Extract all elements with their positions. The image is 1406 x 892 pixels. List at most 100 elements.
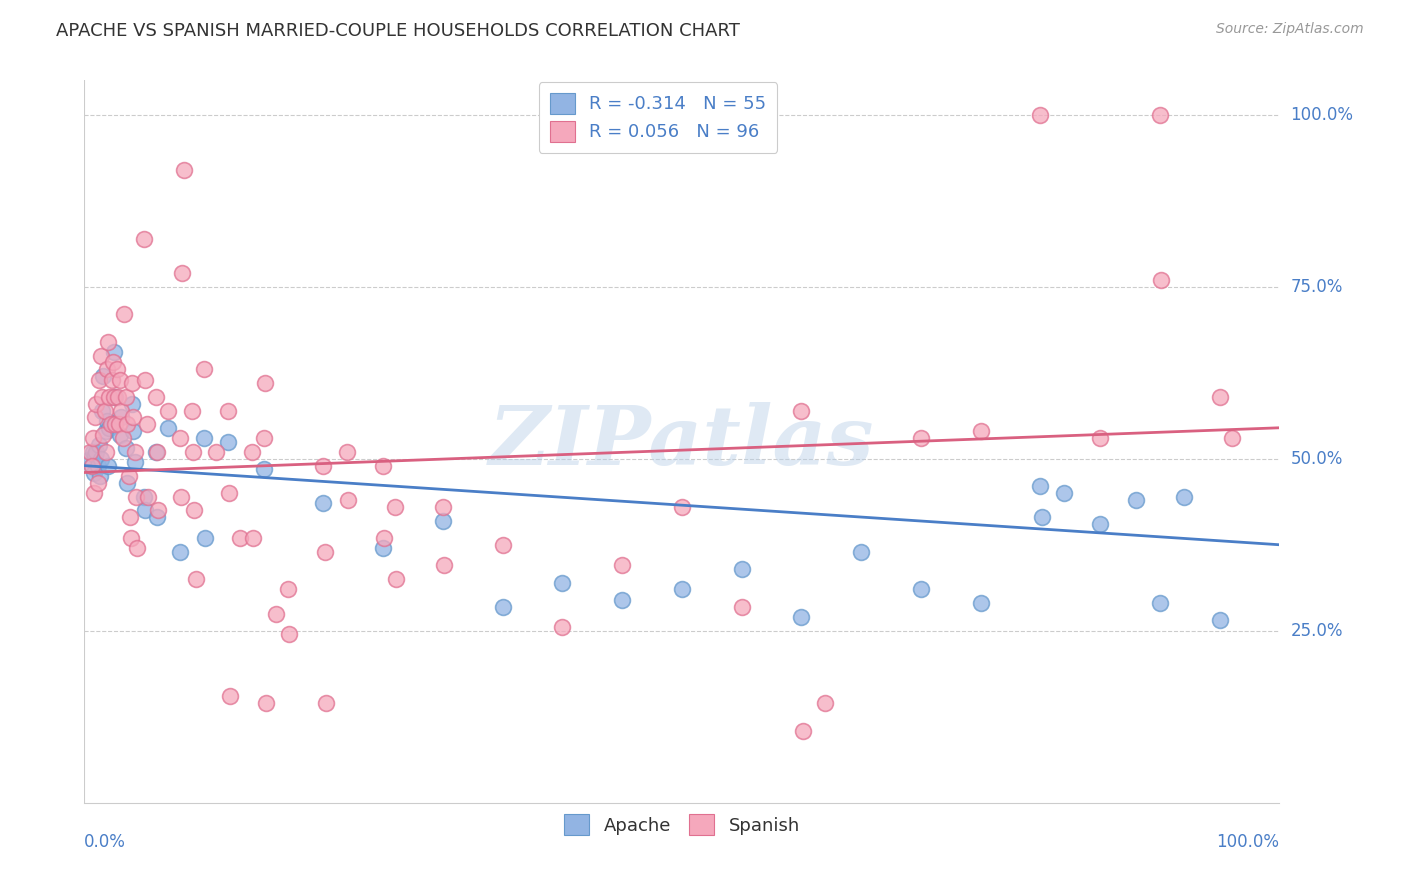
Point <box>218 486 240 500</box>
Point <box>910 431 932 445</box>
Point <box>135 417 157 432</box>
Point <box>970 596 993 610</box>
Point <box>86 397 108 411</box>
Point <box>731 599 754 614</box>
Point <box>146 510 169 524</box>
Point <box>790 403 813 417</box>
Point <box>315 696 337 710</box>
Point <box>108 417 131 432</box>
Text: 100.0%: 100.0% <box>1216 833 1279 851</box>
Point <box>385 572 408 586</box>
Point <box>277 582 299 597</box>
Point <box>125 490 148 504</box>
Point <box>134 373 156 387</box>
Point <box>1149 108 1171 122</box>
Point <box>169 431 191 445</box>
Point <box>117 417 139 432</box>
Point <box>492 599 515 614</box>
Point <box>145 445 167 459</box>
Point <box>93 369 115 384</box>
Point <box>86 458 108 473</box>
Point <box>433 558 456 573</box>
Point <box>86 445 108 459</box>
Text: 75.0%: 75.0% <box>1291 277 1343 296</box>
Point <box>91 403 114 417</box>
Point <box>104 390 127 404</box>
Point <box>1150 273 1173 287</box>
Point <box>184 572 207 586</box>
Point <box>169 544 191 558</box>
Point <box>87 373 110 387</box>
Point <box>851 544 873 558</box>
Text: 50.0%: 50.0% <box>1291 450 1343 467</box>
Point <box>90 451 112 466</box>
Point <box>118 510 141 524</box>
Point <box>94 445 117 459</box>
Point <box>183 503 205 517</box>
Point <box>612 592 634 607</box>
Text: 100.0%: 100.0% <box>1291 105 1354 124</box>
Point <box>122 410 145 425</box>
Point <box>671 500 693 514</box>
Point <box>94 424 117 438</box>
Point <box>264 607 287 621</box>
Point <box>93 403 115 417</box>
Point <box>384 500 406 514</box>
Point <box>97 334 120 349</box>
Point <box>170 490 193 504</box>
Point <box>194 531 217 545</box>
Point <box>217 403 239 417</box>
Point <box>134 503 156 517</box>
Point <box>145 390 167 404</box>
Point <box>97 458 120 473</box>
Point <box>205 445 228 459</box>
Point <box>80 458 103 473</box>
Point <box>87 438 110 452</box>
Point <box>157 421 180 435</box>
Point <box>814 696 837 710</box>
Point <box>193 362 215 376</box>
Point <box>254 696 277 710</box>
Point <box>240 445 263 459</box>
Point <box>337 493 360 508</box>
Point <box>373 541 395 556</box>
Point <box>373 531 395 545</box>
Point <box>373 458 395 473</box>
Point <box>1220 431 1243 445</box>
Point <box>90 349 112 363</box>
Point <box>84 448 107 462</box>
Text: 0.0%: 0.0% <box>84 833 127 851</box>
Point <box>89 469 111 483</box>
Point <box>148 503 170 517</box>
Legend: Apache, Spanish: Apache, Spanish <box>555 805 808 845</box>
Point <box>124 445 146 459</box>
Point <box>181 403 204 417</box>
Point <box>96 362 118 376</box>
Point <box>105 362 128 376</box>
Point <box>253 462 276 476</box>
Point <box>104 417 127 432</box>
Point <box>101 355 124 369</box>
Text: APACHE VS SPANISH MARRIED-COUPLE HOUSEHOLDS CORRELATION CHART: APACHE VS SPANISH MARRIED-COUPLE HOUSEHO… <box>56 22 740 40</box>
Point <box>792 723 814 738</box>
Point <box>1209 614 1232 628</box>
Point <box>121 397 143 411</box>
Point <box>110 427 132 442</box>
Point <box>253 376 276 390</box>
Point <box>612 558 634 573</box>
Point <box>80 458 103 473</box>
Point <box>253 431 276 445</box>
Point <box>1173 490 1195 504</box>
Point <box>117 475 139 490</box>
Point <box>1029 479 1052 493</box>
Point <box>312 458 335 473</box>
Point <box>1090 517 1112 532</box>
Point <box>103 345 125 359</box>
Point <box>242 531 264 545</box>
Point <box>219 689 242 703</box>
Text: Source: ZipAtlas.com: Source: ZipAtlas.com <box>1216 22 1364 37</box>
Point <box>551 620 574 634</box>
Point <box>910 582 932 597</box>
Point <box>970 424 993 438</box>
Point <box>551 575 574 590</box>
